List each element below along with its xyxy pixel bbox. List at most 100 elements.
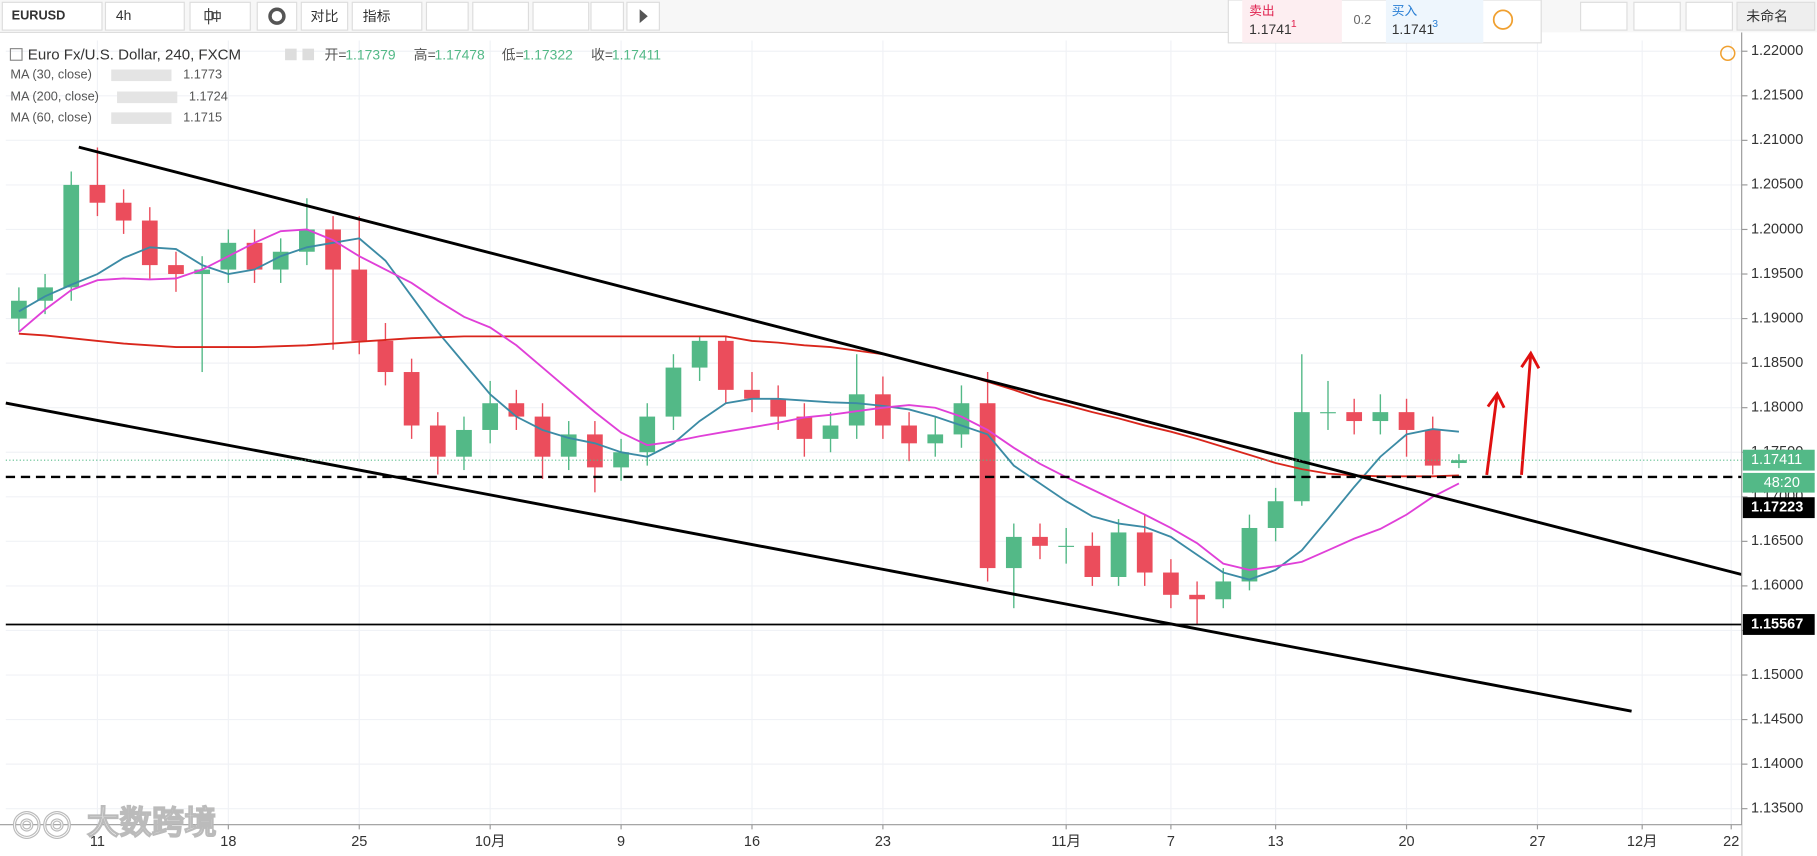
y-tick-label: 1.15000 xyxy=(1751,667,1803,683)
legend-icons[interactable] xyxy=(111,69,172,82)
candle-body xyxy=(89,184,106,203)
legend-entry: MA (30, close) xyxy=(10,67,91,82)
trend-line-upper xyxy=(78,145,1743,576)
candle-body xyxy=(665,367,682,417)
candle-body xyxy=(1293,412,1310,502)
candle-body xyxy=(1215,581,1232,600)
indicators-button[interactable] xyxy=(351,1,423,31)
candle-body xyxy=(351,269,368,341)
load-button[interactable] xyxy=(1633,1,1681,31)
alert-button[interactable] xyxy=(425,1,469,31)
symbol: EURUSD xyxy=(12,8,66,23)
x-tick-label: 11月 xyxy=(1051,834,1081,850)
high-label: 高= xyxy=(414,46,436,62)
compare-button[interactable] xyxy=(300,1,349,31)
alert-icon[interactable] xyxy=(1720,45,1736,61)
y-tick-label: 1.16000 xyxy=(1751,578,1803,594)
legend-icon[interactable] xyxy=(302,48,315,61)
candle-body xyxy=(141,220,158,266)
y-tick-label: 1.13500 xyxy=(1751,801,1803,817)
line-price-label: 1.17223 xyxy=(1751,499,1803,515)
x-tick-label: 7 xyxy=(1167,834,1175,850)
candle-body xyxy=(429,425,446,457)
legend: Euro Fx/U.S. Dollar, 240, FXCM 开= 1.1737… xyxy=(9,45,1736,125)
candle-body xyxy=(1451,460,1467,464)
legend-icons[interactable] xyxy=(111,112,172,124)
x-tick-label: 23 xyxy=(875,834,891,850)
drawing-button[interactable] xyxy=(1580,1,1628,31)
y-tick-label: 1.21000 xyxy=(1751,132,1803,148)
price-axis xyxy=(1741,0,1817,856)
buy-pip: 3 xyxy=(1432,19,1438,30)
y-tick-label: 1.20500 xyxy=(1751,177,1803,193)
candle-body xyxy=(246,242,263,270)
candle-body xyxy=(1163,572,1179,595)
candle-body xyxy=(1032,536,1048,546)
candle-body xyxy=(1320,412,1336,414)
candle-body xyxy=(534,416,551,457)
legend-entry: MA (60, close) xyxy=(10,110,91,125)
info-icon[interactable] xyxy=(1492,9,1514,30)
play-icon xyxy=(639,9,648,24)
countdown-label: 48:20 xyxy=(1764,475,1800,491)
candle-body xyxy=(1084,545,1101,577)
candle-body xyxy=(1241,527,1258,582)
buy-price: 1.1741 xyxy=(1392,21,1435,37)
x-tick-label: 20 xyxy=(1398,834,1414,850)
ideas-button[interactable] xyxy=(472,1,529,31)
candle-body xyxy=(1424,429,1441,466)
legend-entry: MA (200, close) xyxy=(10,89,99,104)
y-tick-label: 1.18000 xyxy=(1751,400,1803,416)
candle-body xyxy=(901,425,917,444)
candle-body xyxy=(1267,501,1284,528)
close-value: 1.17411 xyxy=(612,46,661,62)
legend-value: 1.1724 xyxy=(189,89,228,104)
candle-body xyxy=(822,425,839,439)
arrow-up xyxy=(1520,350,1541,476)
arrow-up xyxy=(1485,391,1506,476)
layout-name: 未命名 xyxy=(1746,8,1788,24)
candle-body xyxy=(456,429,472,457)
buy-label: 买入 xyxy=(1392,3,1418,18)
collapse-icon[interactable] xyxy=(9,48,23,61)
x-tick-label: 12月 xyxy=(1627,834,1658,850)
buy-button[interactable] xyxy=(1385,0,1484,43)
settings-button[interactable] xyxy=(256,1,298,31)
candle-body xyxy=(1398,412,1415,430)
legend-icon[interactable] xyxy=(285,48,297,61)
layout-button[interactable] xyxy=(1736,1,1816,31)
candle-body xyxy=(796,416,813,439)
undo-redo-button[interactable] xyxy=(532,1,590,31)
candle-body xyxy=(979,403,996,569)
sell-price: 1.1741 xyxy=(1249,21,1292,37)
x-tick-label: 9 xyxy=(617,834,625,850)
spread: 0.2 xyxy=(1353,12,1371,27)
legend-value: 1.1773 xyxy=(183,67,222,82)
legend-icons[interactable] xyxy=(117,91,178,104)
indicators: 指标 xyxy=(363,8,391,24)
axis-layer: 1.22000 1.21500 1.21000 1.20500 1.20000 1.195… xyxy=(90,43,1815,850)
ma-line xyxy=(18,237,1460,581)
candle-body xyxy=(63,184,80,288)
candle-body xyxy=(168,265,184,275)
candle-body xyxy=(848,394,865,426)
low-value: 1.17322 xyxy=(523,46,573,62)
fullscreen-button[interactable] xyxy=(590,1,625,31)
candle-body xyxy=(272,251,289,270)
interval-button[interactable] xyxy=(104,1,185,31)
y-tick-label: 1.19500 xyxy=(1751,266,1803,282)
symbol-button[interactable] xyxy=(1,1,103,31)
sell-label: 卖出 xyxy=(1249,3,1274,18)
sell-button[interactable] xyxy=(1242,0,1342,43)
watermark: 大数跨境 xyxy=(87,803,217,840)
save-button[interactable] xyxy=(1685,1,1733,31)
candle-body xyxy=(1346,412,1363,422)
candle-body xyxy=(770,398,787,417)
candle-body xyxy=(325,229,341,270)
ma-line xyxy=(18,332,1459,478)
candle-body xyxy=(1372,412,1389,422)
y-tick-label: 1.21500 xyxy=(1751,88,1803,104)
x-tick-label: 25 xyxy=(351,834,367,850)
candle-body xyxy=(115,202,132,221)
